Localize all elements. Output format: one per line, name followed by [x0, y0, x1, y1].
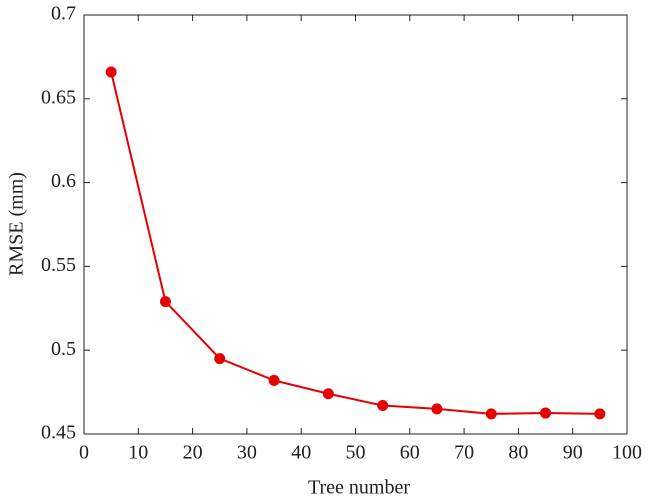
y-tick-label: 0.7: [51, 3, 76, 25]
x-tick-label: 90: [563, 442, 583, 464]
x-tick-label: 50: [346, 442, 366, 464]
x-tick-label: 60: [400, 442, 420, 464]
y-tick-label: 0.55: [41, 254, 76, 276]
marker: [431, 403, 443, 415]
x-tick-label: 20: [183, 442, 203, 464]
x-tick-label: 80: [508, 442, 528, 464]
marker: [322, 388, 334, 400]
x-axis-label: Tree number: [308, 477, 410, 499]
marker: [377, 400, 389, 412]
marker: [540, 407, 552, 419]
x-tick-label: 40: [291, 442, 311, 464]
marker: [268, 374, 280, 386]
marker: [214, 353, 226, 365]
marker: [594, 408, 606, 420]
y-tick-label: 0.45: [41, 422, 76, 444]
series-line: [110, 71, 600, 415]
y-tick-label: 0.5: [51, 338, 76, 360]
y-tick-label: 0.65: [41, 86, 76, 108]
x-tick-label: 100: [612, 442, 642, 464]
x-tick-label: 10: [128, 442, 148, 464]
x-tick-label: 30: [237, 442, 257, 464]
plot-area: [83, 14, 628, 435]
marker: [105, 66, 117, 78]
y-tick-label: 0.6: [51, 170, 76, 192]
x-tick-label: 0: [79, 442, 89, 464]
y-axis-label: RMSE (mm): [6, 172, 28, 276]
marker: [159, 296, 171, 308]
marker: [485, 408, 497, 420]
x-tick-label: 70: [454, 442, 474, 464]
